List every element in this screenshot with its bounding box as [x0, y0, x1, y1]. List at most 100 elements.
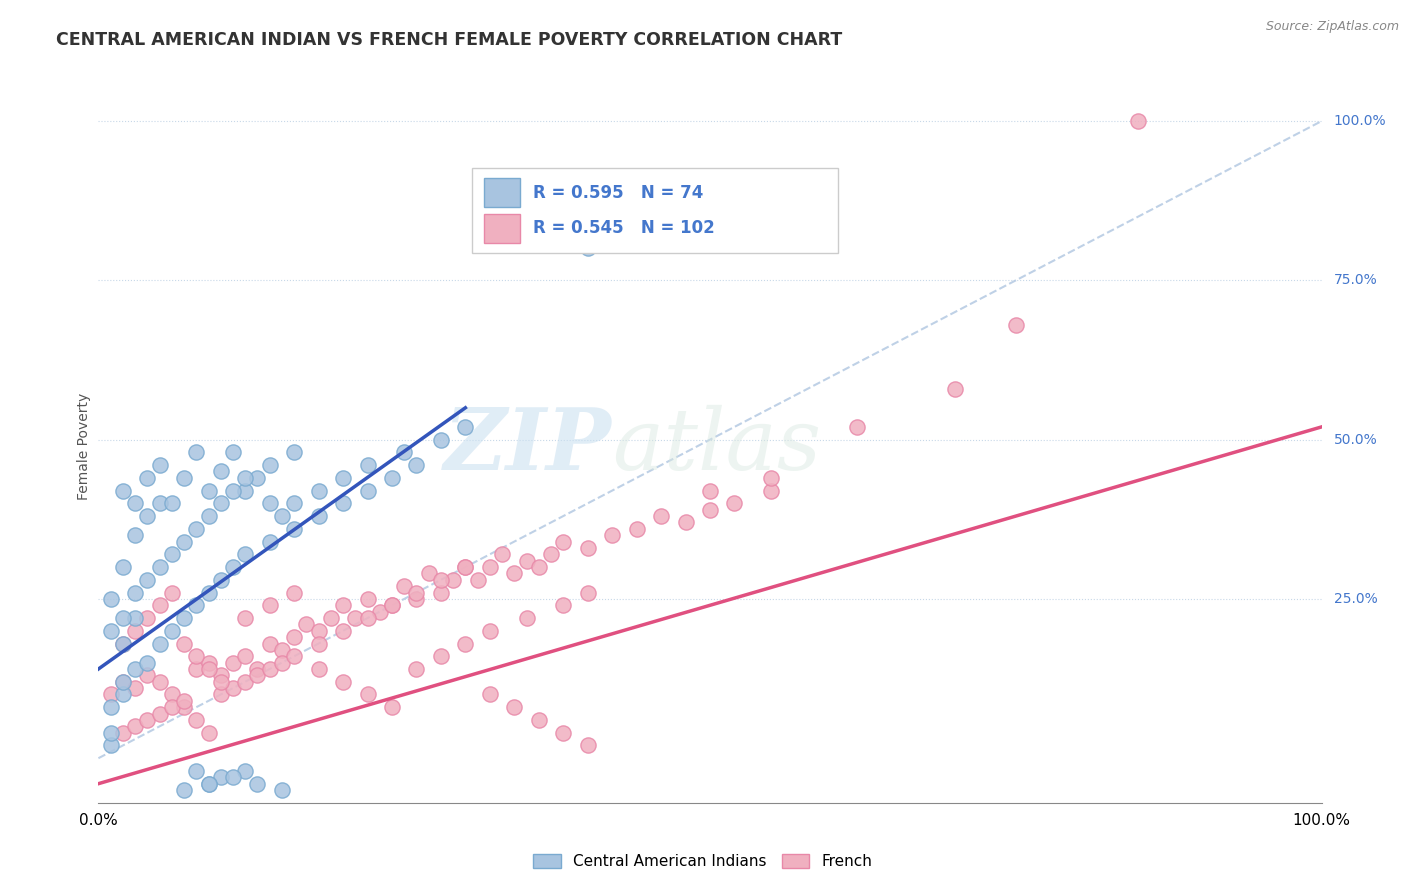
Point: [1128, 114, 1150, 128]
Point: [136, 509, 159, 524]
Point: [124, 624, 146, 638]
Point: [430, 433, 453, 447]
Point: [222, 483, 245, 498]
Point: [515, 611, 537, 625]
Point: [124, 496, 146, 510]
Point: [332, 624, 354, 638]
Text: 25.0%: 25.0%: [1334, 592, 1378, 606]
Point: [761, 471, 783, 485]
Point: [283, 630, 305, 644]
Point: [246, 668, 269, 682]
Point: [308, 509, 330, 524]
Point: [356, 591, 378, 606]
Point: [246, 471, 269, 485]
Point: [270, 656, 294, 670]
Point: [197, 509, 219, 524]
Point: [173, 471, 195, 485]
Point: [576, 585, 599, 599]
Point: [100, 688, 122, 702]
Point: [259, 496, 281, 510]
Point: [160, 496, 183, 510]
Point: [259, 534, 281, 549]
Point: [454, 560, 477, 574]
Point: [173, 611, 195, 625]
Text: 50.0%: 50.0%: [1334, 433, 1378, 447]
Point: [503, 566, 526, 581]
Point: [283, 522, 305, 536]
Point: [124, 528, 146, 542]
Point: [356, 688, 378, 702]
Point: [149, 496, 172, 510]
Point: [197, 725, 219, 739]
Point: [209, 688, 232, 702]
Point: [197, 585, 219, 599]
Text: R = 0.595   N = 74: R = 0.595 N = 74: [533, 184, 703, 202]
Point: [222, 560, 245, 574]
Point: [1004, 318, 1026, 332]
Point: [209, 496, 232, 510]
Point: [283, 445, 305, 459]
Point: [136, 656, 159, 670]
Point: [246, 662, 269, 676]
Point: [259, 458, 281, 472]
Point: [136, 668, 159, 682]
Point: [100, 739, 122, 753]
Point: [295, 617, 318, 632]
Point: [186, 522, 208, 536]
Point: [418, 566, 440, 581]
Point: [111, 611, 134, 625]
Point: [308, 662, 330, 676]
Point: [553, 599, 575, 613]
Point: [186, 764, 208, 778]
Point: [699, 502, 721, 516]
Point: [626, 522, 648, 536]
Point: [356, 458, 378, 472]
Point: [222, 445, 245, 459]
Point: [173, 694, 195, 708]
Point: [308, 624, 330, 638]
Point: [124, 681, 146, 695]
Point: [209, 573, 232, 587]
Point: [381, 599, 404, 613]
Point: [149, 636, 172, 650]
Point: [761, 483, 783, 498]
Point: [100, 725, 122, 739]
Legend: Central American Indians, French: Central American Indians, French: [527, 848, 879, 875]
Point: [186, 713, 208, 727]
Point: [233, 483, 256, 498]
Point: [233, 764, 256, 778]
Point: [197, 777, 219, 791]
Point: [111, 483, 134, 498]
Point: [553, 534, 575, 549]
Point: [478, 560, 501, 574]
Point: [332, 599, 354, 613]
Point: [454, 560, 477, 574]
Point: [381, 700, 404, 714]
Point: [136, 611, 159, 625]
Point: [111, 560, 134, 574]
Text: 100.0%: 100.0%: [1334, 114, 1386, 128]
Point: [405, 662, 427, 676]
Point: [197, 662, 219, 676]
Point: [233, 649, 256, 664]
Point: [186, 599, 208, 613]
Point: [124, 611, 146, 625]
Point: [430, 573, 453, 587]
Point: [124, 662, 146, 676]
FancyBboxPatch shape: [484, 178, 520, 207]
Point: [160, 585, 183, 599]
Point: [136, 713, 159, 727]
Point: [405, 591, 427, 606]
Point: [209, 668, 232, 682]
Point: [454, 420, 477, 434]
Point: [308, 636, 330, 650]
Text: 75.0%: 75.0%: [1334, 273, 1378, 287]
Point: [111, 674, 134, 689]
Point: [319, 611, 342, 625]
Point: [111, 636, 134, 650]
Point: [576, 541, 599, 555]
Point: [222, 681, 245, 695]
Point: [478, 624, 501, 638]
Point: [441, 573, 464, 587]
FancyBboxPatch shape: [484, 214, 520, 243]
